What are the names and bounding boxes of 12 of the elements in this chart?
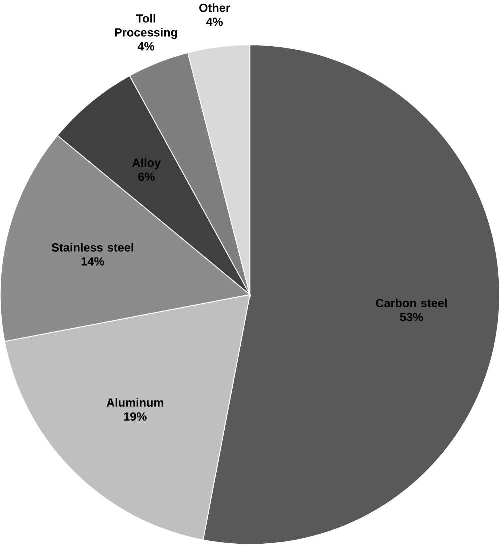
data-label: 6% [138, 172, 155, 182]
slice-label: Alloy [132, 158, 161, 170]
data-label: 4% [138, 42, 154, 51]
data-label: 19% [124, 412, 147, 421]
slice-label: Stainless steel [52, 243, 134, 252]
slice-label: Other [199, 4, 230, 12]
data-label: 53% [400, 313, 424, 322]
data-label: 4% [206, 18, 223, 26]
data-label: 14% [82, 257, 104, 266]
slice-label: Toll Processing [115, 14, 178, 40]
slice-label: Aluminum [106, 398, 164, 407]
slice-label: Carbon steel [376, 298, 447, 308]
